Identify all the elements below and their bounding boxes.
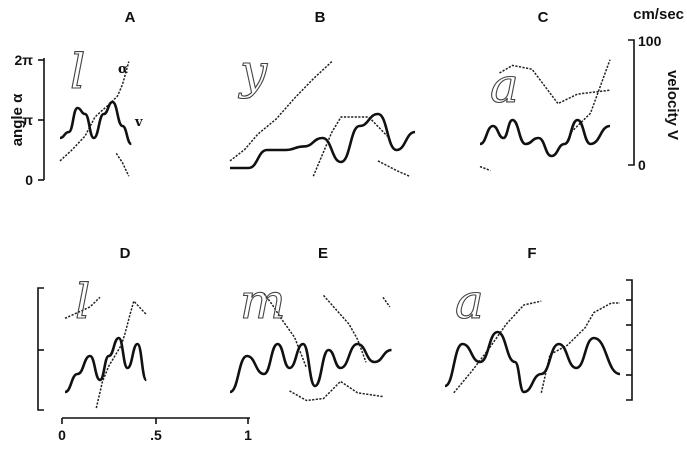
right-axis-tick-label-1: 0 (638, 157, 646, 173)
angle-line-B-1 (312, 116, 388, 177)
right-axis-title: velocity V (664, 70, 681, 140)
handwritten-letter-E: m (240, 274, 286, 330)
left-axis-tick-label-0: 2π (14, 52, 33, 68)
panel-label-E: E (318, 245, 328, 262)
left-axis-tick-label-1: π (22, 112, 33, 128)
curve-label-angle: α (118, 62, 128, 77)
velocity-line-E-4 (229, 342, 392, 394)
handwritten-letter-A: l (70, 44, 85, 100)
angle-line-E-3 (289, 380, 384, 402)
left-axis-title: angle α (9, 93, 26, 146)
right-velocity-axis (628, 39, 635, 166)
right-axis-unit: cm/sec (633, 6, 684, 23)
angle-line-A-0 (59, 61, 130, 162)
angle-line-C-0 (499, 64, 611, 105)
angle-line-F-0 (453, 300, 542, 394)
angle-line-E-2 (382, 296, 391, 308)
angle-line-B-0 (229, 61, 333, 162)
angle-line-C-1 (570, 59, 611, 133)
panel-C (479, 59, 611, 172)
panel-A (59, 61, 132, 177)
panel-F (444, 300, 621, 394)
velocity-line-F-2 (444, 330, 621, 394)
velocity-line-D-2 (64, 336, 148, 394)
panel-label-B: B (315, 9, 326, 26)
panel-D (64, 296, 148, 409)
time-axis-tick-label-2: 1 (244, 427, 252, 443)
angle-line-E-1 (322, 294, 367, 363)
handwritten-letter-B: y (238, 44, 268, 100)
bottom-left-bracket-axis (37, 287, 44, 411)
panel-label-D: D (120, 245, 131, 262)
handwritten-letter-C: a (490, 58, 519, 114)
curve-label-velocity: v (134, 115, 143, 130)
handwritten-letter-F: a (455, 274, 484, 330)
bottom-right-bracket-axis (626, 279, 633, 401)
panel-B (229, 61, 416, 177)
angle-line-E-0 (263, 293, 308, 369)
angle-line-D-1 (95, 299, 147, 409)
angle-line-F-1 (540, 302, 620, 393)
velocity-line-C-3 (479, 118, 611, 158)
time-axis-tick-label-1: .5 (150, 427, 162, 443)
panel-label-A: A (125, 9, 136, 26)
velocity-line-B-3 (230, 112, 416, 170)
time-axis-tick-label-0: 0 (58, 427, 66, 443)
angle-line-A-1 (115, 152, 130, 177)
angle-line-B-2 (377, 160, 410, 177)
panel-E (229, 293, 392, 402)
velocity-line-A-2 (59, 100, 132, 146)
panel-label-F: F (527, 245, 536, 262)
panel-label-C: C (538, 9, 549, 26)
right-axis-tick-label-0: 100 (638, 33, 662, 49)
left-axis-tick-label-2: 0 (25, 172, 33, 188)
handwritten-letter-D: l (75, 274, 90, 330)
angle-line-D-0 (64, 296, 101, 319)
angle-line-C-2 (479, 165, 491, 172)
